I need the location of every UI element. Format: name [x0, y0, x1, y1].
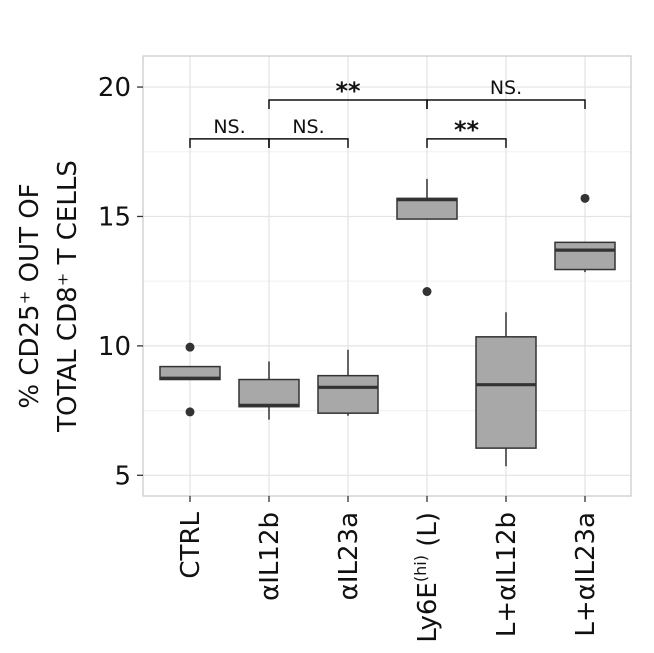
outlier-point: [580, 193, 590, 203]
significance-bracket: **: [426, 116, 507, 148]
significance-brackets: NS. NS. ** NS. **: [189, 77, 586, 148]
x-tick-label: L+αIL12b: [492, 512, 522, 637]
significance-label: **: [335, 77, 361, 105]
significance-label: NS.: [490, 77, 522, 99]
significance-label: NS.: [213, 116, 245, 138]
plot-panel-border: [142, 55, 632, 497]
x-tick-label-main: CTRL: [176, 511, 206, 578]
significance-bracket: NS.: [426, 77, 586, 109]
box-group: [159, 342, 221, 417]
box: [238, 378, 300, 408]
box: [475, 336, 537, 449]
x-tick-label: CTRL: [176, 511, 206, 578]
outlier-point: [185, 407, 195, 417]
y-tick-label: 5: [114, 461, 131, 491]
bracket-line: [268, 138, 349, 148]
y-tick-label: 15: [98, 202, 131, 232]
bracket-line: [426, 99, 586, 109]
x-tick-label: αIL23a: [334, 512, 364, 600]
box-group: [475, 312, 537, 467]
box-group: [396, 178, 458, 297]
x-axis-ticks: CTRL αIL12b αIL23a Ly6E(hi) (L) L+αIL12b L+αI…: [176, 496, 601, 643]
bracket-line: [426, 138, 507, 148]
x-tick-label-main: Ly6E: [413, 582, 443, 642]
significance-label: NS.: [292, 116, 324, 138]
box-group: [554, 193, 616, 273]
bracket-line: [189, 138, 270, 148]
box: [396, 197, 458, 220]
x-tick-label: Ly6E(hi) (L): [411, 512, 443, 643]
box: [317, 374, 379, 414]
box-group: [238, 361, 300, 420]
y-tick-label: 10: [98, 332, 131, 362]
y-axis-ticks: 5 10 15 20: [98, 73, 143, 491]
y-tick-label: 20: [98, 73, 131, 103]
significance-bracket: NS.: [268, 116, 349, 148]
box: [554, 241, 616, 271]
x-tick-label: αIL12b: [255, 512, 285, 601]
x-tick-label-main: αIL23a: [334, 512, 364, 600]
x-tick-label-superscript: (hi): [411, 555, 430, 582]
outlier-point: [185, 342, 195, 352]
x-tick-label-suffix: (L): [413, 512, 443, 555]
box-group: [317, 349, 379, 416]
outlier-point: [422, 287, 432, 297]
x-tick-label-main: L+αIL12b: [492, 512, 522, 637]
significance-bracket: NS.: [189, 116, 270, 148]
significance-bracket: **: [268, 77, 428, 109]
x-tick-label-main: L+αIL23a: [571, 512, 601, 637]
y-axis-label-line2: TOTAL CD8⁺ T CELLS: [53, 160, 83, 433]
x-tick-label-main: αIL12b: [255, 512, 285, 601]
y-axis-label-line1: % CD25⁺ OUT OF: [15, 183, 45, 408]
significance-label: **: [454, 116, 480, 144]
box-series: [159, 178, 616, 467]
x-tick-label: L+αIL23a: [571, 512, 601, 637]
grid-lines: [143, 56, 631, 496]
